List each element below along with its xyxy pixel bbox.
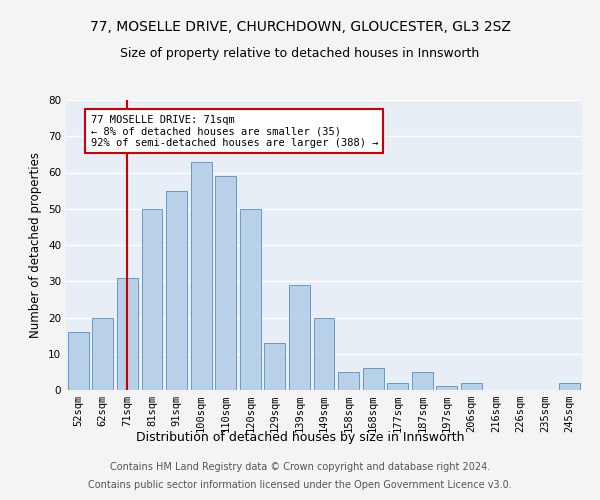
Bar <box>362 368 383 390</box>
Y-axis label: Number of detached properties: Number of detached properties <box>29 152 43 338</box>
Text: Contains public sector information licensed under the Open Government Licence v3: Contains public sector information licen… <box>88 480 512 490</box>
Bar <box>412 372 433 390</box>
Bar <box>559 383 580 390</box>
Bar <box>387 383 408 390</box>
Text: Size of property relative to detached houses in Innsworth: Size of property relative to detached ho… <box>121 48 479 60</box>
Bar <box>142 209 163 390</box>
Bar <box>461 383 482 390</box>
Bar <box>265 343 286 390</box>
Bar <box>338 372 359 390</box>
Bar <box>240 209 261 390</box>
Bar <box>68 332 89 390</box>
Bar <box>215 176 236 390</box>
Text: 77, MOSELLE DRIVE, CHURCHDOWN, GLOUCESTER, GL3 2SZ: 77, MOSELLE DRIVE, CHURCHDOWN, GLOUCESTE… <box>89 20 511 34</box>
Bar <box>191 162 212 390</box>
Bar <box>166 190 187 390</box>
Bar <box>92 318 113 390</box>
Bar <box>436 386 457 390</box>
Bar <box>289 285 310 390</box>
Text: 77 MOSELLE DRIVE: 71sqm
← 8% of detached houses are smaller (35)
92% of semi-det: 77 MOSELLE DRIVE: 71sqm ← 8% of detached… <box>91 114 378 148</box>
Bar <box>117 278 138 390</box>
Bar <box>314 318 334 390</box>
Text: Distribution of detached houses by size in Innsworth: Distribution of detached houses by size … <box>136 431 464 444</box>
Text: Contains HM Land Registry data © Crown copyright and database right 2024.: Contains HM Land Registry data © Crown c… <box>110 462 490 472</box>
